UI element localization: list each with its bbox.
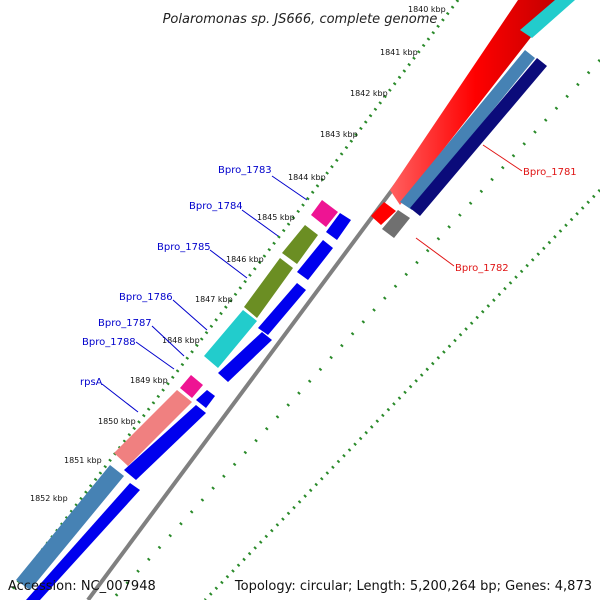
tick-labels: 1840 kbp 1841 kbp 1842 kbp 1843 kbp 1844… xyxy=(30,5,446,503)
tick-label: 1843 kbp xyxy=(320,130,358,139)
gene-teal-1786[interactable] xyxy=(204,310,257,368)
gene-label-rpsa[interactable]: rpsA xyxy=(80,377,103,388)
tick-label: 1849 kbp xyxy=(130,376,168,385)
tick-label: 1850 kbp xyxy=(98,417,136,426)
gene-label-bpro-1782[interactable]: Bpro_1782 xyxy=(455,263,509,274)
feature-bpro-1781[interactable] xyxy=(390,0,575,216)
gene-blue-1787[interactable] xyxy=(196,390,215,408)
tick-label: 1852 kbp xyxy=(30,494,68,503)
inner-dotted-ring xyxy=(203,188,600,600)
gene-label-bpro-1781[interactable]: Bpro_1781 xyxy=(523,167,577,178)
gene-label-bpro-1787[interactable]: Bpro_1787 xyxy=(98,318,152,329)
gene-arrow-bpro-1782[interactable] xyxy=(371,202,396,225)
tick-label: 1851 kbp xyxy=(64,456,102,465)
gene-pink-1783[interactable] xyxy=(311,200,338,227)
feature-bpro-1783[interactable] xyxy=(311,200,351,240)
gene-label-bpro-1784[interactable]: Bpro_1784 xyxy=(189,201,243,212)
gene-steel-1781[interactable] xyxy=(400,50,535,210)
gene-blue-lower[interactable] xyxy=(26,483,140,600)
gc-dash-ring xyxy=(110,58,600,600)
tick-label: 1845 kbp xyxy=(257,213,295,222)
gene-teal-top[interactable] xyxy=(520,0,575,38)
gene-blue-1786[interactable] xyxy=(218,332,272,382)
feature-rpsA[interactable] xyxy=(114,390,206,480)
gene-blue-1785[interactable] xyxy=(258,283,306,335)
tick-label: 1848 kbp xyxy=(162,336,200,345)
gene-blue-1783[interactable] xyxy=(326,213,351,240)
gene-label-bpro-1783[interactable]: Bpro_1783 xyxy=(218,165,272,176)
feature-bpro-1785[interactable] xyxy=(244,258,306,335)
gene-labels: Bpro_1781 Bpro_1782 Bpro_1783 Bpro_1784 … xyxy=(80,165,577,388)
feature-bpro-1786[interactable] xyxy=(204,310,272,382)
gene-blue-rpsa[interactable] xyxy=(124,405,206,480)
gene-leader-lines xyxy=(101,144,523,413)
map-title: Polaromonas sp. JS666, complete genome xyxy=(163,12,438,27)
genome-summary: Topology: circular; Length: 5,200,264 bp… xyxy=(234,579,592,594)
gene-pink-1787[interactable] xyxy=(180,375,203,398)
feature-bpro-1782[interactable] xyxy=(371,202,410,238)
tick-label: 1844 kbp xyxy=(288,173,326,182)
tick-label: 1841 kbp xyxy=(380,48,418,57)
gene-olive-1785[interactable] xyxy=(244,258,293,318)
feature-bpro-1787[interactable] xyxy=(180,375,215,408)
gene-olive-1784[interactable] xyxy=(282,225,318,264)
feature-lower[interactable] xyxy=(16,465,140,600)
gene-blue-1784[interactable] xyxy=(297,240,333,280)
tick-label: 1846 kbp xyxy=(226,255,264,264)
tick-label: 1847 kbp xyxy=(195,295,233,304)
feature-bpro-1784[interactable] xyxy=(282,225,333,280)
gene-label-bpro-1785[interactable]: Bpro_1785 xyxy=(157,242,211,253)
gene-label-bpro-1786[interactable]: Bpro_1786 xyxy=(119,292,173,303)
gene-steel-lower[interactable] xyxy=(16,465,124,590)
gene-salmon-rpsa[interactable] xyxy=(114,390,192,466)
outer-dotted-ring xyxy=(10,0,460,591)
gene-arrow-bpro-1781[interactable] xyxy=(390,0,560,205)
tick-label: 1842 kbp xyxy=(350,89,388,98)
tick-label: 1840 kbp xyxy=(408,5,446,14)
gene-label-bpro-1788[interactable]: Bpro_1788 xyxy=(82,337,136,348)
gene-gray-1782[interactable] xyxy=(382,210,410,238)
accession-label: Accession: NC_007948 xyxy=(8,579,156,594)
gene-navy-1781[interactable] xyxy=(410,58,547,216)
